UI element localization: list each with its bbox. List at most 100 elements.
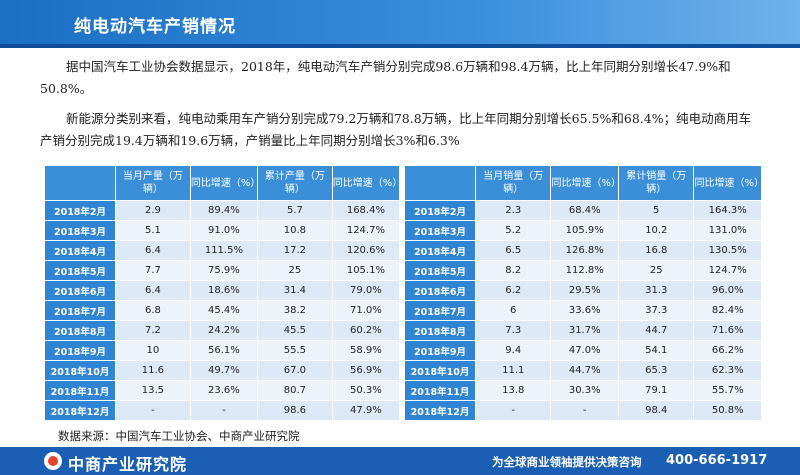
table-cell: 82.4%: [694, 301, 762, 321]
table-cell: 47.9%: [332, 401, 400, 421]
table-cell: 79.1: [618, 381, 695, 401]
table-cell: 29.5%: [551, 281, 619, 301]
table-cell: 126.8%: [551, 241, 619, 261]
table-cell: 89.4%: [190, 201, 258, 221]
table-cell: 71.6%: [694, 321, 762, 341]
table-row: 2018年12月 - -98.4 50.8%: [405, 401, 762, 421]
table-cell: 124.7%: [332, 221, 400, 241]
table-cell: 56.1%: [190, 341, 258, 361]
company-name: 中商产业研究院: [68, 455, 188, 474]
row-label: 2018年3月: [405, 221, 476, 241]
table-cell: 120.6%: [332, 241, 400, 261]
row-label: 2018年5月: [405, 261, 476, 281]
table-cell: 2.3: [476, 201, 552, 221]
table-cell: 31.7%: [551, 321, 619, 341]
table-cell: 17.2: [257, 241, 333, 261]
row-label: 2018年11月: [45, 381, 116, 401]
table-cell: 37.3: [618, 301, 695, 321]
table-cell: 164.3%: [694, 201, 762, 221]
table-row: 2018年6月 6.4 18.6% 31.4 79.0%: [45, 281, 400, 301]
table-cell: 54.1: [618, 341, 695, 361]
table-row: 2018年10月 11.6 49.7% 67.0 56.9%: [45, 361, 400, 381]
table-cell: 168.4%: [332, 201, 400, 221]
table-header-row: 当月产量（万辆） 同比增速（%） 累计产量（万辆） 同比增速（%）: [45, 166, 402, 201]
table-cell: 47.0%: [551, 341, 619, 361]
table-cell: 50.8%: [694, 401, 762, 421]
table-cell: 105.9%: [551, 221, 619, 241]
row-label: 2018年3月: [45, 221, 116, 241]
table-cell: -: [190, 401, 258, 421]
table-row: 2018年4月 6.4 111.5% 17.2 120.6%: [45, 241, 400, 261]
table-cell: 112.8%: [551, 261, 619, 281]
column-header: 同比增速（%）: [551, 166, 621, 201]
table-row: 2018年8月 7.3 31.7% 44.7 71.6%: [405, 321, 762, 341]
table-cell: 10.8: [257, 221, 333, 241]
row-label: 2018年9月: [405, 341, 476, 361]
table-cell: 130.5%: [694, 241, 762, 261]
row-label: 2018年7月: [405, 301, 476, 321]
table-cell: 67.0: [257, 361, 333, 381]
table-cell: 11.6: [116, 361, 191, 381]
table-row: 2018年6月 6.2 29.5% 31.3 96.0%: [405, 281, 762, 301]
table-cell: 66.2%: [694, 341, 762, 361]
category-paragraph: 新能源分类别来看，纯电动乘用车产销分别完成79.2万辆和78.8万辆，比上年同期…: [40, 111, 752, 148]
table-cell: 60.2%: [332, 321, 400, 341]
table-cell: 6: [476, 301, 552, 321]
table-row: 2018年9月 10 56.1% 55.5 58.9%: [45, 341, 400, 361]
table-cell: 6.4: [116, 241, 191, 261]
table-cell: 111.5%: [190, 241, 258, 261]
intro-paragraph: 据中国汽车工业协会数据显示，2018年，纯电动汽车产销分别完成98.6万辆和98…: [40, 59, 731, 96]
company-logo-icon: [44, 452, 62, 470]
table-row: 2018年5月 8.2 112.8% 25 124.7%: [405, 261, 762, 281]
table-cell: 9.4: [476, 341, 552, 361]
column-header: 累计销量（万辆）: [618, 166, 695, 201]
column-header: 当月产量（万辆）: [116, 166, 191, 201]
table-row: 2018年2月 2.9 89.4% 5.7 168.4%: [45, 201, 400, 221]
page-title: 纯电动汽车产销情况: [74, 17, 236, 37]
table-cell: 6.8: [116, 301, 191, 321]
table-cell: -: [476, 401, 552, 421]
table-row: 2018年9月 9.4 47.0% 54.1 66.2%: [405, 341, 762, 361]
table-cell: 25: [618, 261, 695, 281]
table-cell: 6.4: [116, 281, 191, 301]
table-cell: 45.5: [257, 321, 333, 341]
column-header: 同比增速（%）: [190, 166, 260, 201]
table-cell: 8.2: [476, 261, 552, 281]
table-cell: 55.5: [257, 341, 333, 361]
row-label: 2018年10月: [45, 361, 116, 381]
table-cell: 7.7: [116, 261, 191, 281]
column-header: 同比增速（%）: [332, 166, 402, 201]
table-cell: -: [551, 401, 619, 421]
row-label: 2018年9月: [45, 341, 116, 361]
table-cell: 10: [116, 341, 191, 361]
table-cell: 79.0%: [332, 281, 400, 301]
row-label: 2018年12月: [45, 401, 116, 421]
column-header: 累计产量（万辆）: [257, 166, 333, 201]
row-label: 2018年8月: [405, 321, 476, 341]
table-row: 2018年3月 5.1 91.0% 10.8 124.7%: [45, 221, 400, 241]
table-cell: 11.1: [476, 361, 552, 381]
row-label: 2018年5月: [45, 261, 116, 281]
header-corner: [45, 166, 116, 201]
table-cell: 45.4%: [190, 301, 258, 321]
table-cell: -: [116, 401, 191, 421]
table-cell: 98.4: [618, 401, 695, 421]
table-cell: 25: [257, 261, 333, 281]
table-row: 2018年2月 2.3 68.4% 5 164.3%: [405, 201, 762, 221]
row-label: 2018年4月: [45, 241, 116, 261]
table-cell: 31.3: [618, 281, 695, 301]
table-row: 2018年3月 5.2 105.9% 10.2 131.0%: [405, 221, 762, 241]
row-label: 2018年4月: [405, 241, 476, 261]
header-banner: 纯电动汽车产销情况: [0, 0, 800, 48]
table-cell: 13.5: [116, 381, 191, 401]
table-cell: 5.1: [116, 221, 191, 241]
table-cell: 91.0%: [190, 221, 258, 241]
table-row: 2018年7月 6 33.6% 37.3 82.4%: [405, 301, 762, 321]
footer-slogan: 为全球商业领袖提供决策咨询: [492, 455, 642, 469]
data-source-note: 数据来源：中国汽车工业协会、中商产业研究院: [58, 429, 300, 443]
row-label: 2018年2月: [405, 201, 476, 221]
table-cell: 18.6%: [190, 281, 258, 301]
row-label: 2018年8月: [45, 321, 116, 341]
column-header: 同比增速（%）: [694, 166, 764, 201]
table-cell: 80.7: [257, 381, 333, 401]
